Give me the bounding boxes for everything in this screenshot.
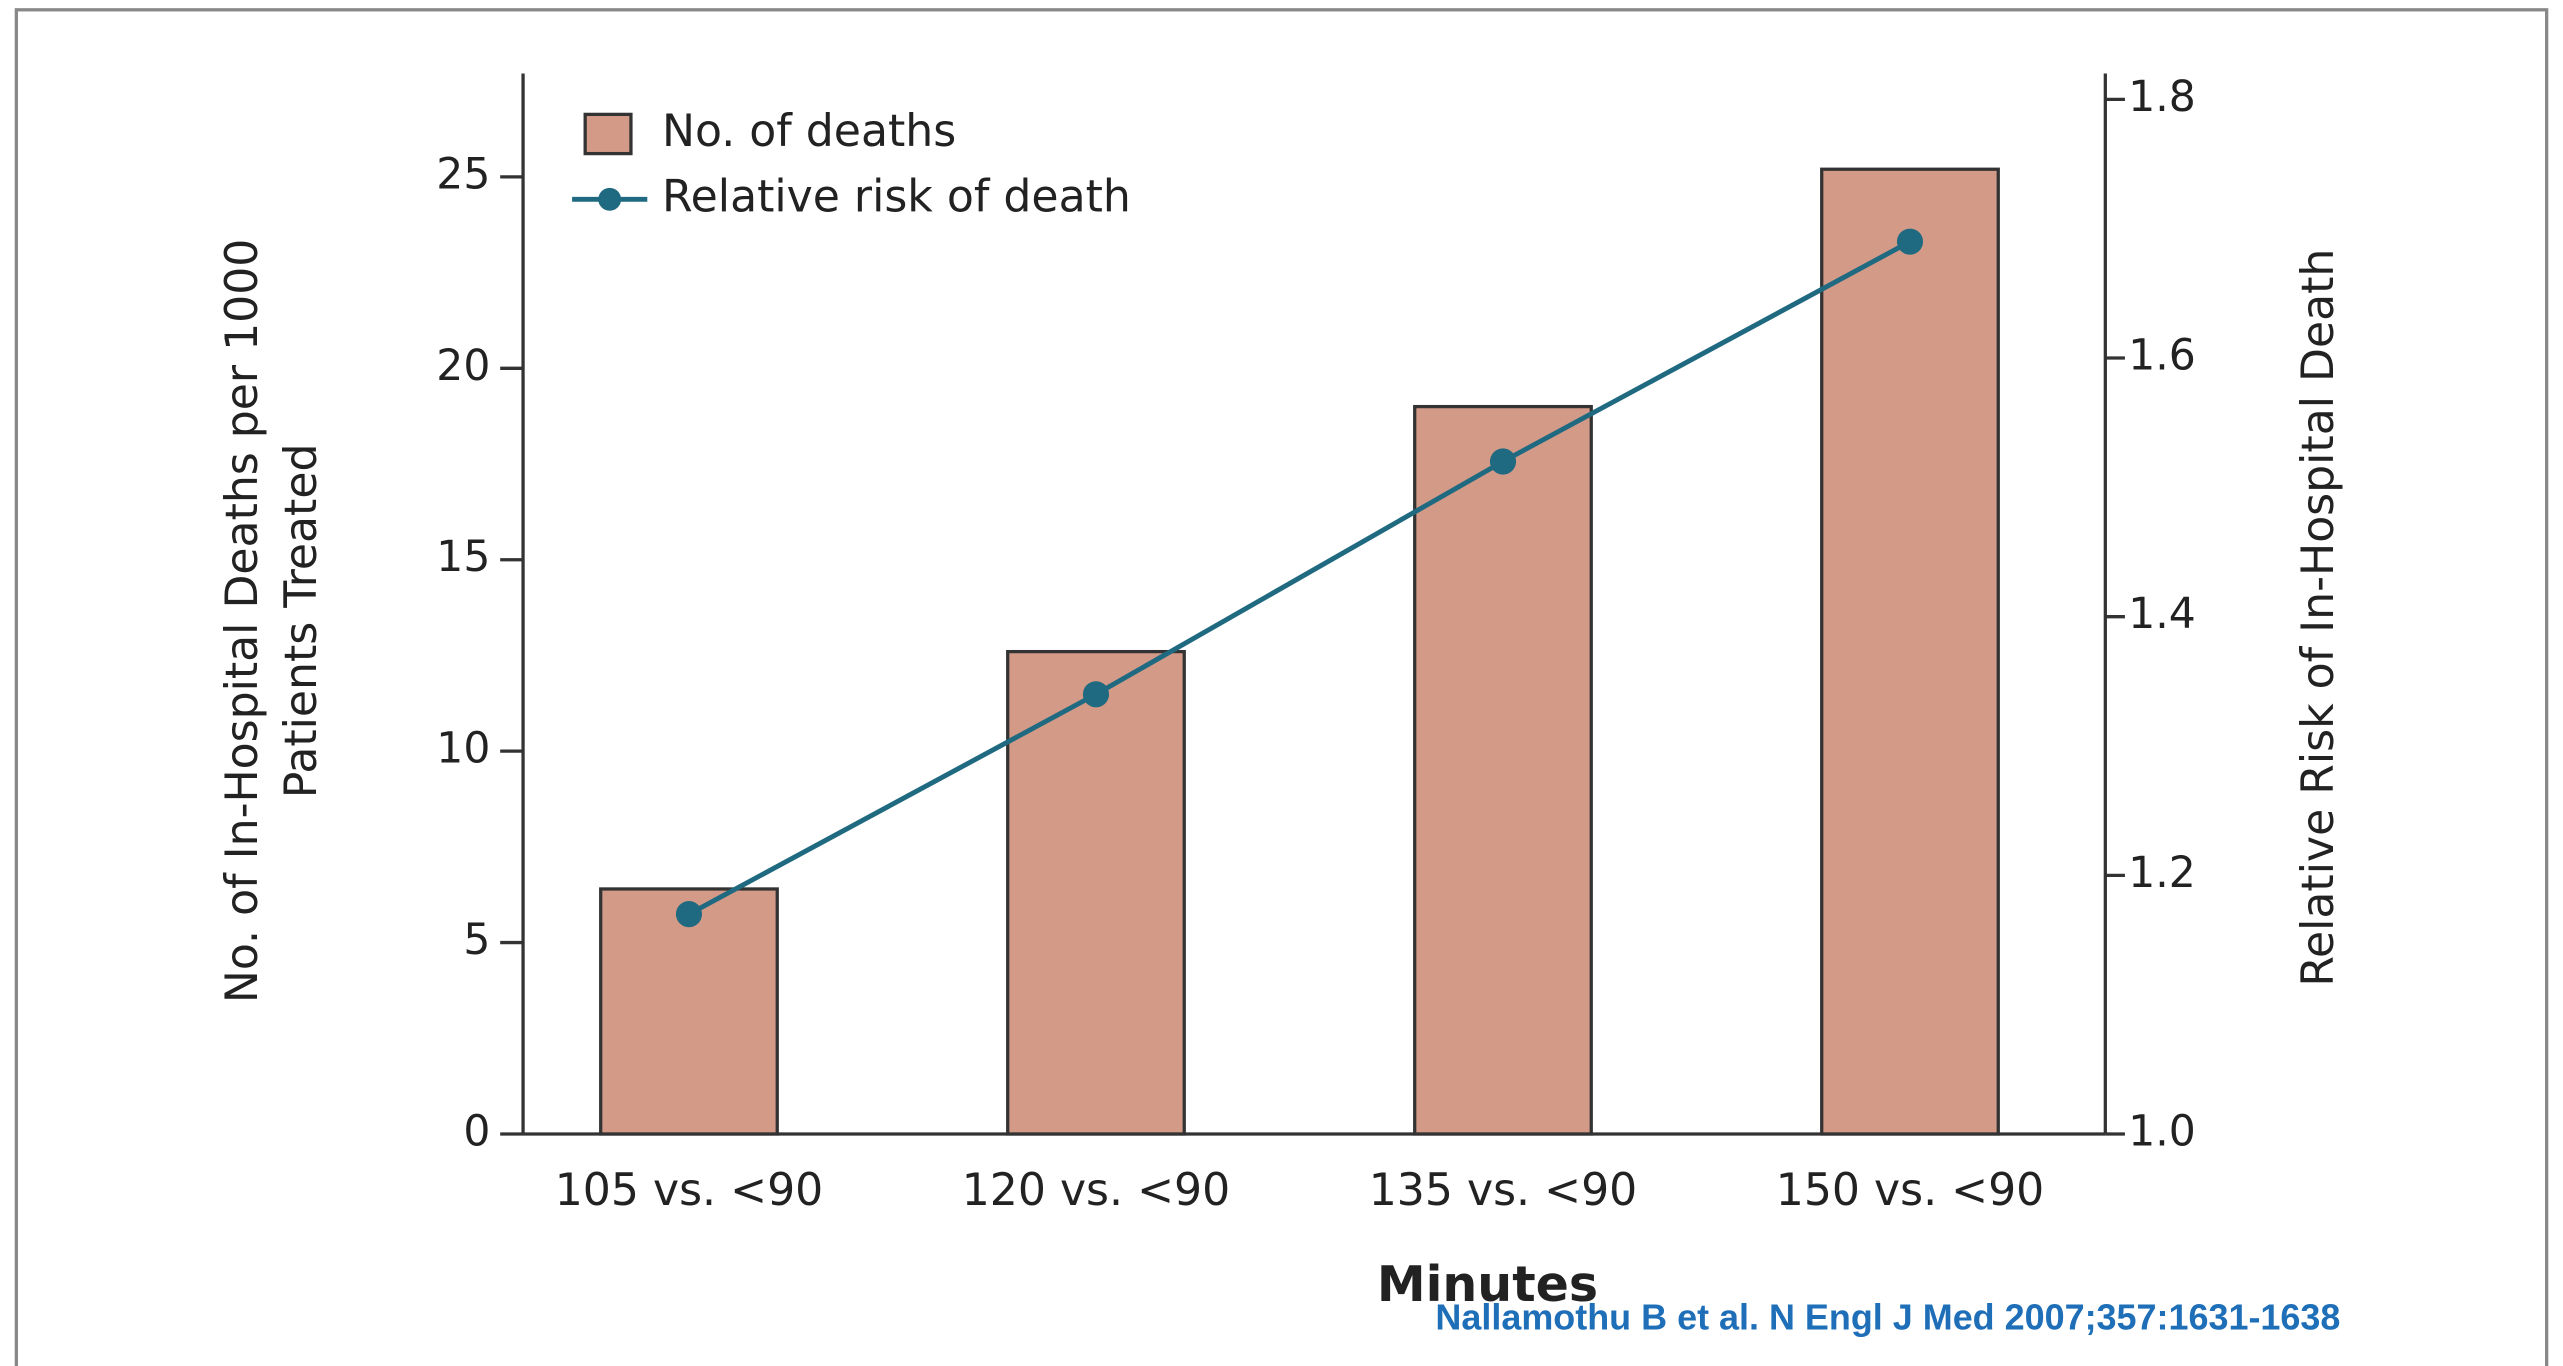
y2-axis-title: Relative Risk of In-Hospital Death bbox=[2293, 249, 2344, 987]
y-tick-label: 15 bbox=[436, 533, 490, 582]
legend-label: Relative risk of death bbox=[662, 171, 1131, 222]
x-tick-label: 120 vs. <90 bbox=[962, 1165, 1230, 1216]
y-axis-title: No. of In-Hospital Deaths per 1000 bbox=[217, 239, 268, 1003]
y-tick-label: 20 bbox=[436, 342, 490, 391]
x-axis-title: Minutes bbox=[1377, 1255, 1598, 1313]
y2-tick-label: 1.0 bbox=[2128, 1107, 2196, 1156]
y2-tick-label: 1.6 bbox=[2128, 332, 2196, 381]
line bbox=[687, 239, 1912, 917]
bar bbox=[1413, 404, 1593, 1136]
point bbox=[1896, 228, 1924, 255]
y2-tick-label: 1.2 bbox=[2128, 849, 2196, 898]
point bbox=[1489, 448, 1517, 475]
y-tick-label: 10 bbox=[436, 725, 490, 774]
legend-swatch bbox=[583, 112, 633, 156]
y-tick-label: 25 bbox=[436, 150, 490, 199]
bar bbox=[1820, 167, 2000, 1136]
y2-tick-label: 1.8 bbox=[2128, 73, 2196, 122]
y-tick-label: 5 bbox=[463, 916, 490, 965]
x-tick-label: 135 vs. <90 bbox=[1369, 1165, 1637, 1216]
bar bbox=[1006, 649, 1186, 1136]
source-note: Nallamothu B et al. N Engl J Med 2007;35… bbox=[1435, 1297, 2340, 1338]
y2-tick-label: 1.4 bbox=[2128, 590, 2196, 639]
x-tick-label: 150 vs. <90 bbox=[1776, 1165, 2044, 1216]
frame bbox=[14, 8, 2549, 1366]
legend-label: No. of deaths bbox=[662, 106, 956, 157]
bar bbox=[599, 887, 779, 1136]
point bbox=[1082, 681, 1110, 708]
y-tick-label: 0 bbox=[463, 1107, 490, 1156]
point bbox=[675, 901, 703, 928]
legend-marker bbox=[598, 187, 622, 211]
y-axis-title: Patients Treated bbox=[276, 444, 327, 799]
x-tick-label: 105 vs. <90 bbox=[555, 1165, 823, 1216]
